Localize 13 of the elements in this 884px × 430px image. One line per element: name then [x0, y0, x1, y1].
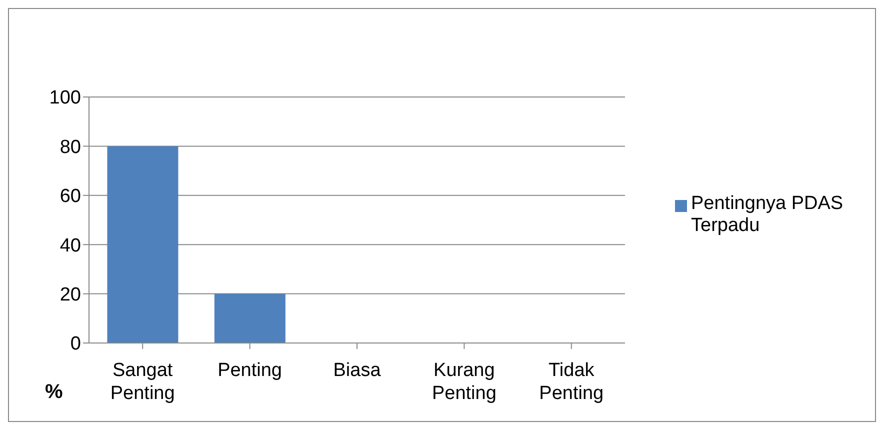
- y-axis-title: %: [45, 381, 63, 404]
- legend-label: Pentingnya PDAS Terpadu: [691, 193, 844, 237]
- y-tick-label: 40: [60, 235, 81, 256]
- y-tick-label: 0: [70, 334, 81, 355]
- y-tick-label: 20: [60, 284, 81, 306]
- y-tick-label: 100: [49, 88, 81, 109]
- y-tick-label: 80: [60, 136, 81, 158]
- x-tick-label: Kurang Penting: [432, 360, 496, 404]
- x-tick-label: Tidak Penting: [539, 360, 604, 404]
- x-tick-label: Biasa: [333, 360, 382, 382]
- x-tick-label: Penting: [218, 360, 282, 382]
- x-tick-label: Sangat Penting: [110, 360, 175, 404]
- y-tick-label: 60: [60, 186, 81, 208]
